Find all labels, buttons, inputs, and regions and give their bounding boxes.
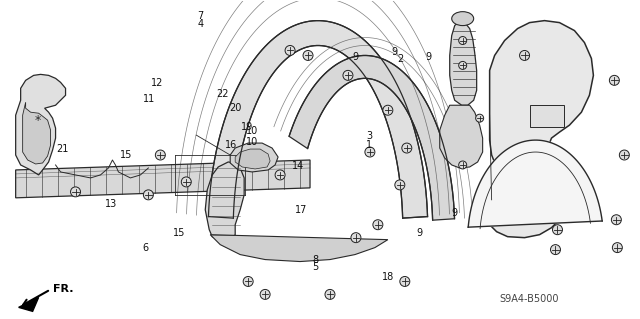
Circle shape [620, 150, 629, 160]
Text: 10: 10 [246, 137, 259, 147]
Polygon shape [15, 74, 65, 175]
Polygon shape [205, 162, 244, 240]
Text: 9: 9 [353, 52, 359, 62]
Circle shape [476, 114, 484, 122]
Circle shape [70, 187, 81, 197]
Polygon shape [22, 102, 51, 164]
Text: 9: 9 [392, 48, 398, 57]
Text: 15: 15 [173, 227, 186, 238]
Circle shape [611, 215, 621, 225]
Text: S9A4-B5000: S9A4-B5000 [500, 294, 559, 304]
Polygon shape [450, 23, 477, 105]
Text: 17: 17 [294, 205, 307, 215]
Circle shape [143, 190, 154, 200]
Text: 12: 12 [151, 78, 163, 88]
Text: *: * [35, 114, 41, 127]
Text: 19: 19 [241, 122, 253, 132]
Text: 22: 22 [217, 89, 229, 100]
Text: 11: 11 [143, 94, 156, 104]
Circle shape [383, 105, 393, 115]
Text: 1: 1 [365, 140, 372, 150]
Polygon shape [468, 140, 602, 227]
Circle shape [343, 70, 353, 80]
Polygon shape [209, 21, 428, 218]
Bar [529, 105, 564, 127]
Text: 18: 18 [381, 272, 394, 282]
Circle shape [550, 245, 561, 255]
Circle shape [243, 277, 253, 286]
Text: 6: 6 [143, 243, 148, 253]
Text: 10: 10 [246, 126, 259, 136]
Text: 13: 13 [105, 199, 117, 209]
Circle shape [612, 243, 622, 253]
Text: 21: 21 [56, 144, 68, 154]
Ellipse shape [452, 12, 474, 26]
Circle shape [459, 37, 467, 45]
Text: 9: 9 [426, 52, 431, 62]
Polygon shape [15, 160, 310, 198]
Text: 14: 14 [292, 161, 305, 171]
Circle shape [285, 46, 295, 56]
Circle shape [275, 170, 285, 180]
Text: 4: 4 [198, 19, 204, 29]
Circle shape [365, 147, 375, 157]
Polygon shape [289, 56, 454, 220]
Text: FR.: FR. [52, 285, 73, 294]
Circle shape [400, 277, 410, 286]
Circle shape [395, 180, 405, 190]
Circle shape [609, 75, 620, 85]
Circle shape [325, 289, 335, 300]
Polygon shape [19, 297, 38, 311]
Text: 16: 16 [225, 140, 237, 150]
Circle shape [459, 62, 467, 70]
Circle shape [156, 150, 165, 160]
Circle shape [351, 233, 361, 243]
Text: 3: 3 [367, 131, 373, 141]
Polygon shape [210, 235, 388, 262]
Text: 9: 9 [416, 227, 422, 238]
Polygon shape [440, 105, 483, 168]
Text: 8: 8 [312, 255, 319, 264]
Circle shape [552, 225, 563, 235]
Polygon shape [230, 143, 278, 172]
Circle shape [459, 161, 467, 169]
Text: 20: 20 [230, 103, 242, 113]
Text: 9: 9 [451, 209, 457, 219]
Circle shape [260, 289, 270, 300]
Circle shape [402, 143, 412, 153]
Text: 15: 15 [120, 150, 132, 160]
Circle shape [373, 220, 383, 230]
Circle shape [520, 50, 529, 60]
Text: 2: 2 [397, 55, 404, 64]
Polygon shape [235, 149, 270, 169]
Circle shape [303, 50, 313, 60]
Polygon shape [488, 21, 593, 238]
Text: 7: 7 [198, 11, 204, 21]
Text: 5: 5 [312, 263, 319, 272]
Circle shape [181, 177, 191, 187]
